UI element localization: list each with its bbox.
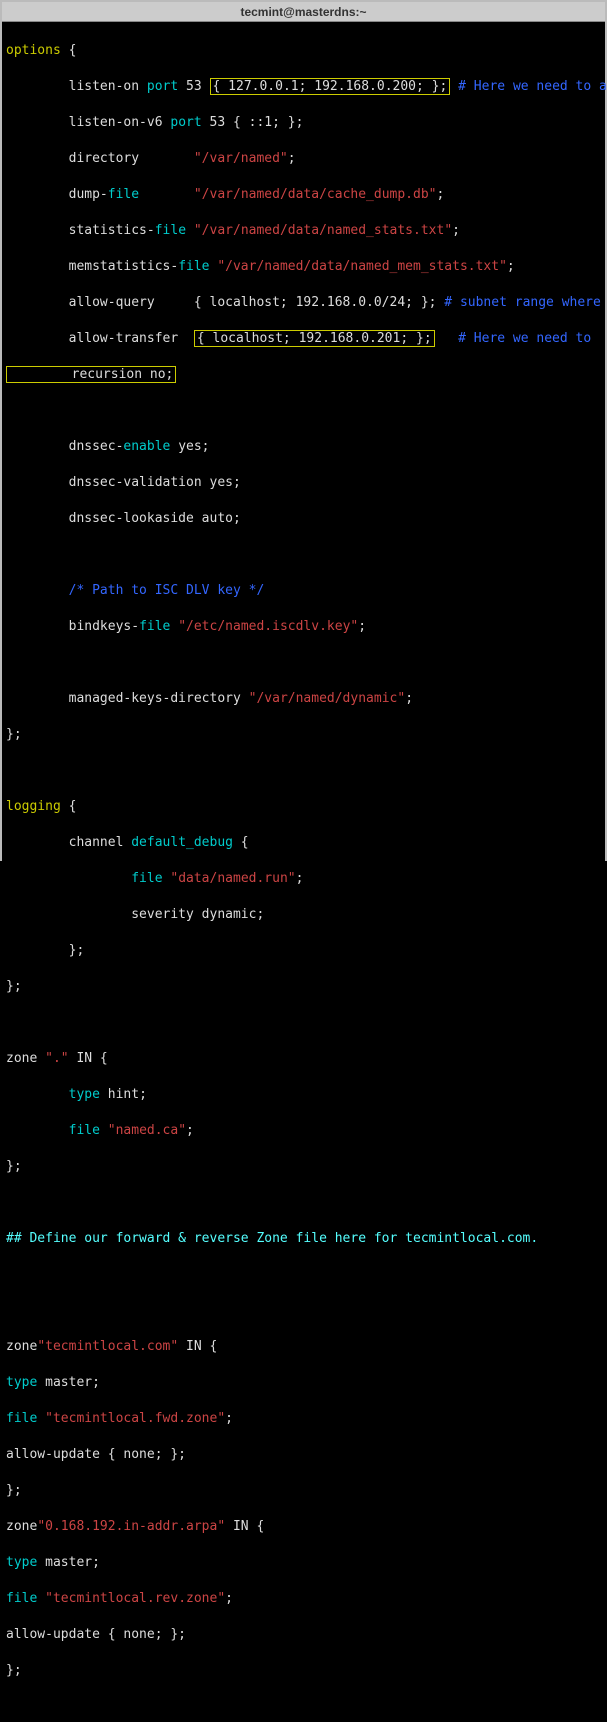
code-line: bindkeys-file "/etc/named.iscdlv.key"; <box>6 618 601 636</box>
blank-line <box>6 1698 601 1716</box>
code-line: allow-update { none; }; <box>6 1626 601 1644</box>
code-line: allow-transfer { localhost; 192.168.0.20… <box>6 330 601 348</box>
blank-line <box>6 1194 601 1212</box>
code-line: allow-query { localhost; 192.168.0.0/24;… <box>6 294 601 312</box>
blank-line <box>6 762 601 780</box>
blank-line <box>6 1302 601 1320</box>
comment-line: ## Define our forward & reverse Zone fil… <box>6 1230 601 1248</box>
code-line: }; <box>6 1482 601 1500</box>
blank-line <box>6 402 601 420</box>
comment-line: /* Path to ISC DLV key */ <box>6 582 601 600</box>
code-line: memstatistics-file "/var/named/data/name… <box>6 258 601 276</box>
code-line: }; <box>6 726 601 744</box>
blank-line <box>6 654 601 672</box>
code-line: managed-keys-directory "/var/named/dynam… <box>6 690 601 708</box>
code-line: dnssec-enable yes; <box>6 438 601 456</box>
code-line: file "tecmintlocal.rev.zone"; <box>6 1590 601 1608</box>
code-line: }; <box>6 942 601 960</box>
code-line: directory "/var/named"; <box>6 150 601 168</box>
code-line: zone"tecmintlocal.com" IN { <box>6 1338 601 1356</box>
code-line: type master; <box>6 1374 601 1392</box>
code-line: zone "." IN { <box>6 1050 601 1068</box>
highlight-box: recursion no; <box>6 366 176 383</box>
code-line: listen-on port 53 { 127.0.0.1; 192.168.0… <box>6 78 601 96</box>
code-line: }; <box>6 978 601 996</box>
terminal-window: tecmint@masterdns:~ options { listen-on … <box>0 0 607 861</box>
code-line: }; <box>6 1158 601 1176</box>
blank-line <box>6 546 601 564</box>
code-line: type hint; <box>6 1086 601 1104</box>
blank-line <box>6 1014 601 1032</box>
code-line: severity dynamic; <box>6 906 601 924</box>
code-line: dnssec-lookaside auto; <box>6 510 601 528</box>
code-line: options { <box>6 42 601 60</box>
code-line: dump-file "/var/named/data/cache_dump.db… <box>6 186 601 204</box>
code-line: file "named.ca"; <box>6 1122 601 1140</box>
code-line: listen-on-v6 port 53 { ::1; }; <box>6 114 601 132</box>
window-titlebar: tecmint@masterdns:~ <box>2 2 605 22</box>
code-line: allow-update { none; }; <box>6 1446 601 1464</box>
code-line: type master; <box>6 1554 601 1572</box>
window-title: tecmint@masterdns:~ <box>240 5 366 19</box>
code-line: zone"0.168.192.in-addr.arpa" IN { <box>6 1518 601 1536</box>
code-line: logging { <box>6 798 601 816</box>
code-line: file "data/named.run"; <box>6 870 601 888</box>
code-line: dnssec-validation yes; <box>6 474 601 492</box>
terminal-content[interactable]: options { listen-on port 53 { 127.0.0.1;… <box>2 22 605 1722</box>
code-line: file "tecmintlocal.fwd.zone"; <box>6 1410 601 1428</box>
blank-line <box>6 1266 601 1284</box>
code-line: recursion no; <box>6 366 601 384</box>
highlight-box: { 127.0.0.1; 192.168.0.200; }; <box>210 78 451 95</box>
highlight-box: { localhost; 192.168.0.201; }; <box>194 330 435 347</box>
code-line: }; <box>6 1662 601 1680</box>
code-line: channel default_debug { <box>6 834 601 852</box>
code-line: statistics-file "/var/named/data/named_s… <box>6 222 601 240</box>
